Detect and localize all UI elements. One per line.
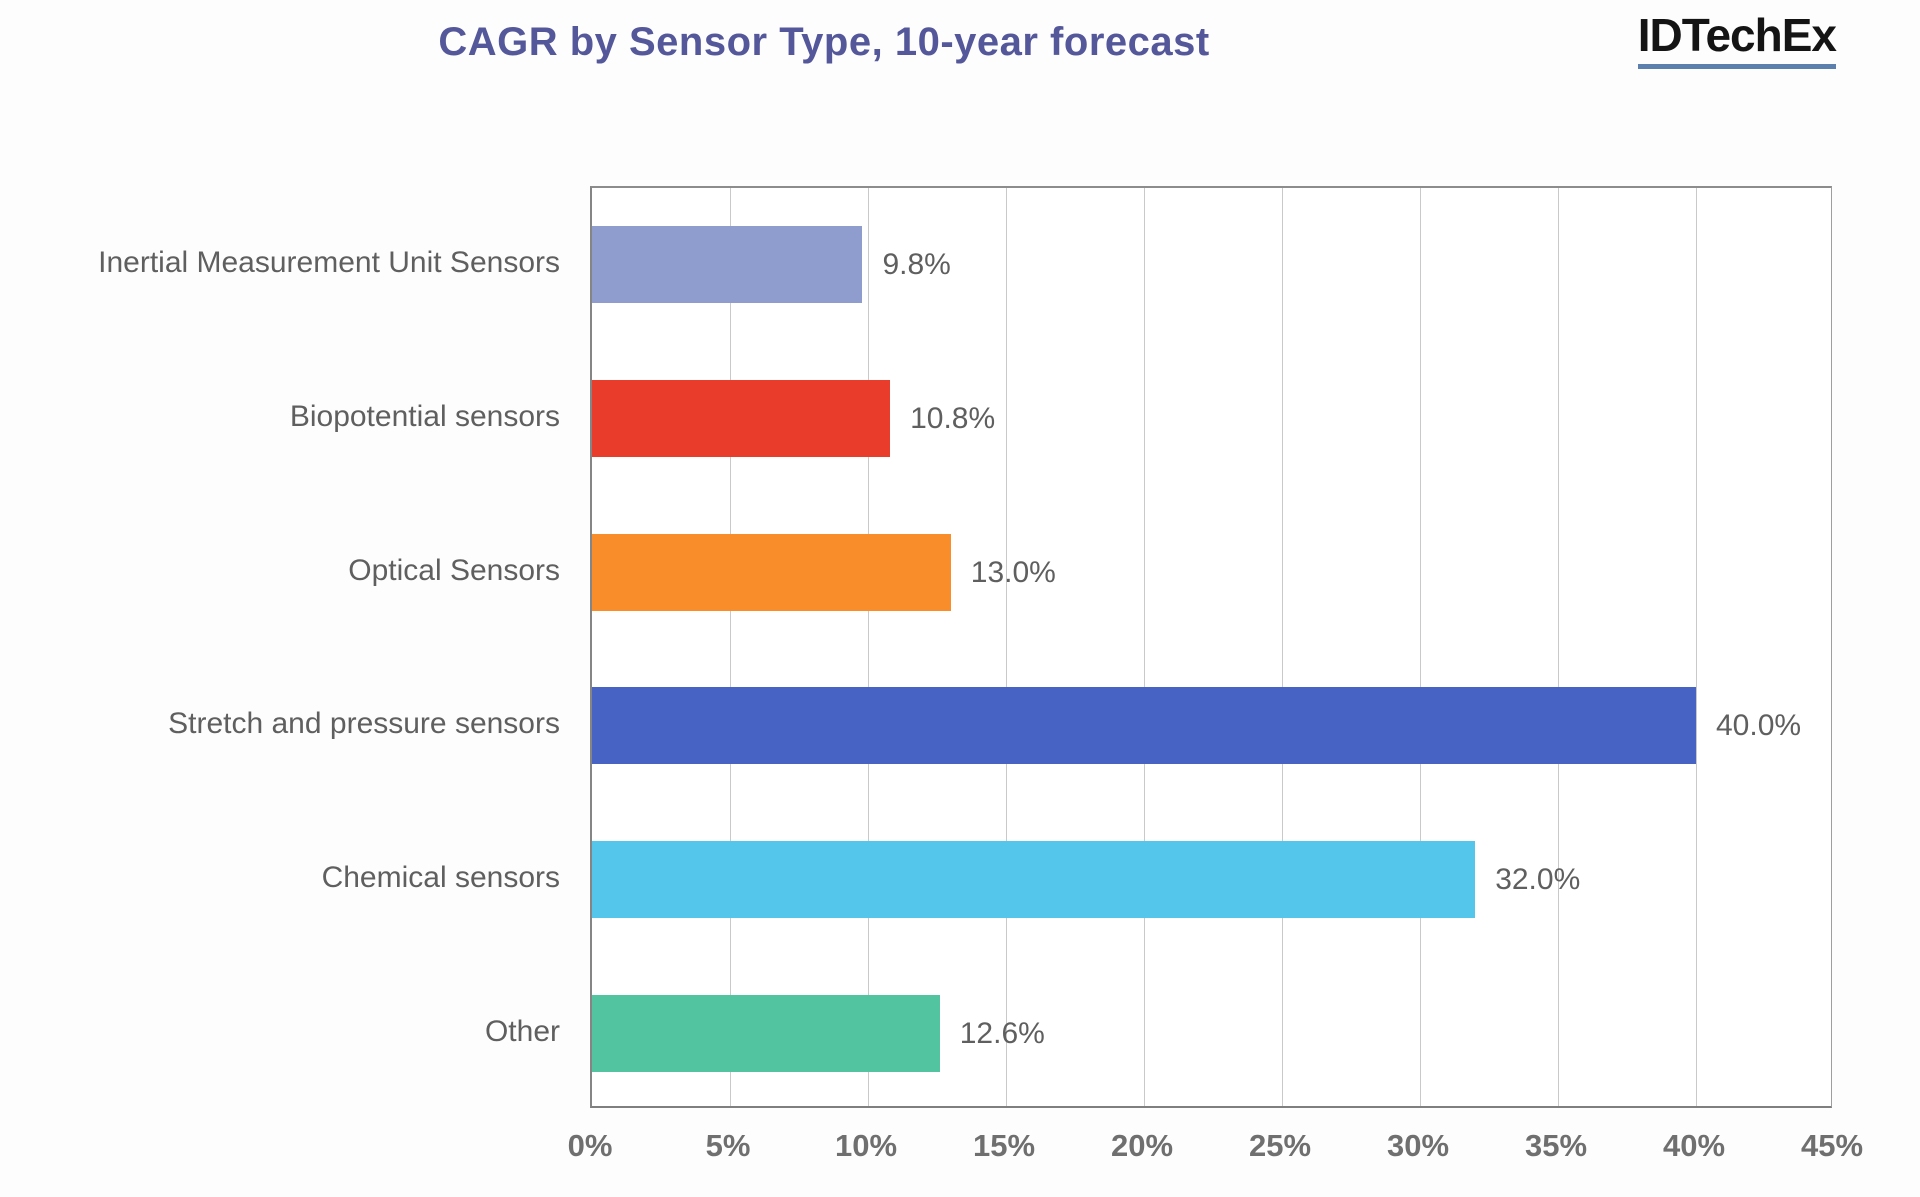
x-tick-label: 40%	[1662, 1128, 1726, 1163]
gridline	[1558, 188, 1559, 1106]
gridline	[1282, 188, 1283, 1106]
gridline	[868, 188, 869, 1106]
idtechex-logo: IDTechEx	[1637, 9, 1837, 69]
value-label-optical-sensors: 13.0%	[970, 555, 1056, 589]
gridline	[1144, 188, 1145, 1106]
x-tick-label: 15%	[972, 1128, 1036, 1163]
bar-chemical-sensors	[592, 841, 1476, 918]
chart-title: CAGR by Sensor Type, 10-year forecast	[438, 20, 1210, 64]
gridline	[1006, 188, 1007, 1106]
bar-inertial-measurement-unit-sensors	[592, 226, 863, 304]
category-label-optical-sensors: Optical Sensors	[348, 553, 560, 587]
category-label-other: Other	[484, 1014, 560, 1048]
x-tick-label: 45%	[1800, 1128, 1864, 1163]
bar-biopotential-sensors	[592, 380, 891, 457]
category-label-stretch-and-pressure-sensors: Stretch and pressure sensors	[168, 707, 560, 741]
x-tick-label: 35%	[1524, 1128, 1588, 1163]
x-tick-label: 30%	[1386, 1128, 1450, 1163]
category-label-biopotential-sensors: Biopotential sensors	[289, 400, 560, 433]
category-label-inertial-measurement-unit-sensors: Inertial Measurement Unit Sensors	[98, 246, 560, 280]
gridline	[1420, 188, 1421, 1106]
x-tick-label: 0%	[567, 1128, 613, 1163]
bar-optical-sensors	[592, 533, 951, 611]
gridline	[730, 188, 731, 1106]
value-label-biopotential-sensors: 10.8%	[910, 402, 996, 435]
gridline	[1696, 188, 1697, 1106]
bar-stretch-and-pressure-sensors	[592, 687, 1696, 765]
bar-other	[592, 994, 940, 1072]
x-tick-label: 10%	[834, 1128, 898, 1163]
value-label-stretch-and-pressure-sensors: 40.0%	[1716, 709, 1802, 743]
plot-area: 9.8% 10.8% 13.0% 40.0% 32.0% 12.6%	[590, 186, 1832, 1108]
logo-text: IDTechEx	[1637, 9, 1837, 61]
x-tick-label: 25%	[1248, 1128, 1312, 1163]
value-label-inertial-measurement-unit-sensors: 9.8%	[882, 248, 951, 282]
value-label-other: 12.6%	[959, 1016, 1045, 1050]
x-tick-label: 5%	[705, 1128, 751, 1163]
category-label-chemical-sensors: Chemical sensors	[321, 861, 560, 894]
x-tick-label: 20%	[1110, 1128, 1174, 1163]
value-label-chemical-sensors: 32.0%	[1495, 863, 1581, 896]
